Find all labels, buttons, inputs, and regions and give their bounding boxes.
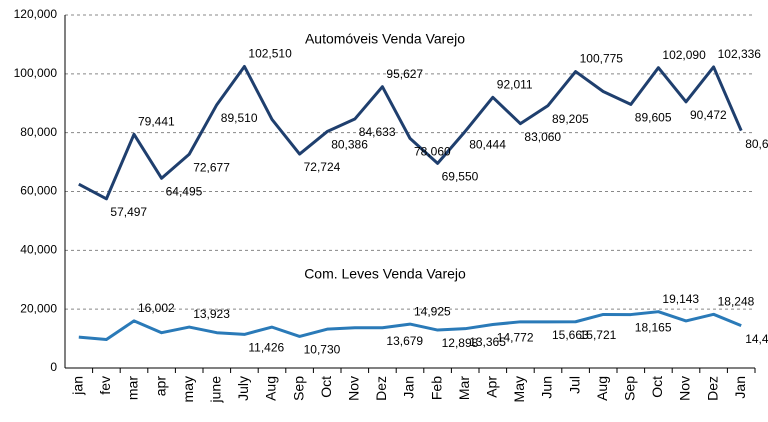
y-tick-label: 40,000 <box>20 243 57 257</box>
data-label: 64,495 <box>166 184 203 198</box>
x-tick-label: Sep <box>290 376 306 401</box>
data-label: 102,090 <box>662 48 706 62</box>
y-tick-label: 0 <box>50 360 57 374</box>
data-label: 11,426 <box>248 341 284 355</box>
data-label: 90,472 <box>690 108 727 122</box>
data-label: 14,414 <box>745 332 768 346</box>
data-label: 83,060 <box>524 130 561 144</box>
y-tick-label: 120,000 <box>14 7 58 21</box>
data-label: 78,060 <box>414 145 451 159</box>
data-label: 14,772 <box>497 331 534 345</box>
data-label: 102,510 <box>248 47 292 61</box>
x-tick-label: Feb <box>428 376 444 400</box>
data-label: 89,605 <box>635 111 672 125</box>
data-label: 79,441 <box>138 114 175 128</box>
x-tick-label: Mar <box>456 376 472 400</box>
data-label: 72,724 <box>304 160 341 174</box>
data-label: 84,633 <box>359 125 396 139</box>
x-tick-label: june <box>208 376 224 404</box>
data-label: 95,627 <box>386 67 423 81</box>
x-tick-label: Oct <box>649 376 665 398</box>
data-label: 19,143 <box>662 292 699 306</box>
y-tick-label: 100,000 <box>14 66 58 80</box>
data-label: 89,205 <box>552 112 589 126</box>
y-tick-label: 80,000 <box>20 125 57 139</box>
x-tick-label: Dez <box>704 376 720 401</box>
x-tick-label: Jun <box>539 376 555 399</box>
data-label: 100,775 <box>580 52 624 66</box>
data-label: 10,730 <box>304 343 341 357</box>
x-tick-label: July <box>235 376 251 401</box>
x-tick-label: Dez <box>373 376 389 401</box>
data-label: 69,550 <box>442 170 479 184</box>
data-label: 13,923 <box>193 307 230 321</box>
x-tick-label: Nov <box>346 376 362 401</box>
x-tick-label: Jan <box>732 376 748 399</box>
x-tick-label: mar <box>125 376 141 400</box>
data-label: 14,925 <box>414 304 451 318</box>
x-tick-label: Aug <box>263 376 279 401</box>
x-tick-label: Oct <box>318 376 334 398</box>
y-tick-label: 20,000 <box>20 301 57 315</box>
x-tick-label: Aug <box>594 376 610 401</box>
x-tick-label: apr <box>152 376 168 397</box>
y-tick-label: 60,000 <box>20 184 57 198</box>
series-line <box>78 64 743 201</box>
x-tick-label: may <box>180 376 196 402</box>
series-title: Com. Leves Venda Varejo <box>304 266 466 282</box>
x-tick-label: May <box>511 376 527 402</box>
data-label: 15,663 <box>552 328 589 342</box>
data-label: 12,898 <box>442 336 479 350</box>
data-label: 57,497 <box>110 205 147 219</box>
x-tick-label: Jan <box>401 376 417 399</box>
data-label: 89,510 <box>221 111 258 125</box>
x-tick-label: Apr <box>484 376 500 398</box>
x-tick-label: Sep <box>622 376 638 401</box>
data-label: 80,386 <box>331 138 368 152</box>
data-label: 18,165 <box>635 321 672 335</box>
data-label: 13,365 <box>469 335 506 349</box>
data-label: 102,336 <box>718 47 762 61</box>
x-tick-label: Nov <box>677 376 693 401</box>
data-label: 13,679 <box>386 334 423 348</box>
data-label: 18,248 <box>718 294 755 308</box>
data-label: 72,677 <box>193 160 230 174</box>
data-label: 80,444 <box>469 138 506 152</box>
data-label: 92,011 <box>497 78 533 92</box>
data-label: 15,721 <box>580 328 617 342</box>
x-tick-label: jan <box>70 376 86 396</box>
data-label: 16,002 <box>138 301 175 315</box>
data-label: 80,689 <box>745 137 768 151</box>
x-tick-label: fev <box>97 376 113 395</box>
series-title: Automóveis Venda Varejo <box>305 31 465 47</box>
x-tick-label: Jul <box>566 376 582 394</box>
series-line <box>78 310 742 341</box>
